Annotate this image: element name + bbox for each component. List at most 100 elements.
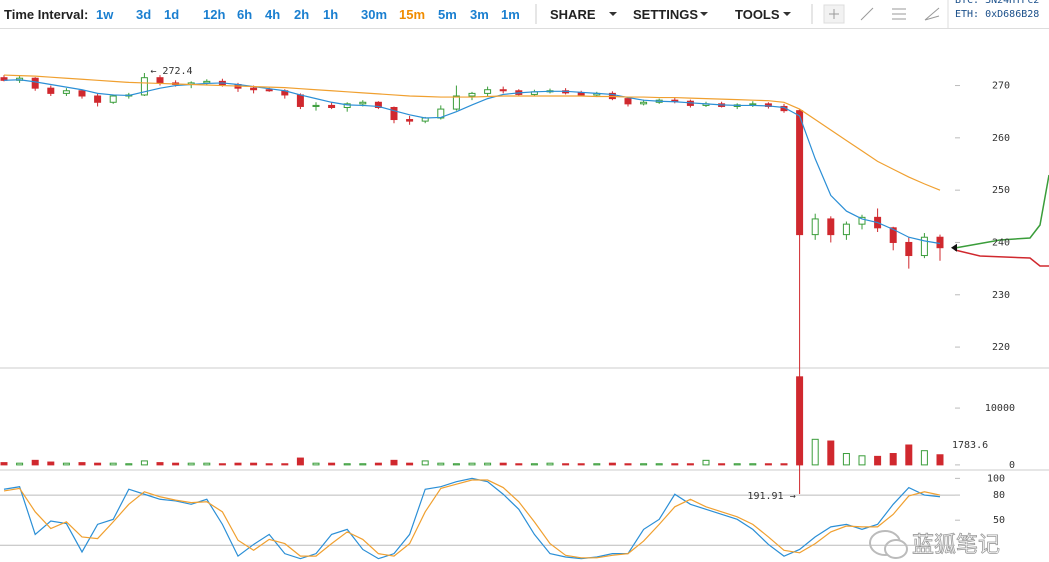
candle-body — [265, 89, 273, 92]
candle-body — [577, 92, 585, 96]
volume-bar — [281, 463, 289, 466]
orderbook-bids — [954, 174, 1049, 249]
y-tick-label: 230 — [992, 290, 1010, 301]
candle-body — [109, 95, 117, 103]
interval-button[interactable]: 1m — [501, 7, 520, 22]
interval-button[interactable]: 3m — [470, 7, 489, 22]
volume-bar — [858, 455, 866, 466]
volume-bar — [577, 463, 585, 466]
candle-body — [250, 87, 258, 91]
volume-bar — [265, 463, 273, 466]
interval-button[interactable]: 1w — [96, 7, 114, 22]
y-tick-label: 240 — [992, 237, 1010, 248]
moving-average — [3, 74, 941, 191]
volume-bar — [172, 462, 180, 466]
y-tick-label: 270 — [992, 81, 1010, 92]
volume-bar — [187, 462, 195, 466]
stoch-line — [3, 477, 941, 560]
volume-bar — [608, 462, 616, 466]
volume-bar — [31, 459, 39, 466]
donation-address: ETH: 0xD686B28 — [955, 9, 1040, 20]
candle-body — [905, 241, 913, 257]
volume-tick-label: 10000 — [985, 403, 1015, 414]
volume-bar — [499, 462, 507, 466]
candle-body — [94, 95, 102, 103]
volume-bar — [234, 462, 242, 466]
candle-body — [920, 236, 928, 257]
orderbook-asks — [954, 249, 1049, 267]
interval-button[interactable]: 5m — [438, 7, 457, 22]
volume-bar — [343, 463, 351, 466]
interval-button[interactable]: 12h — [203, 7, 226, 22]
volume-bar — [47, 461, 55, 466]
volume-bar — [920, 450, 928, 466]
candle-body — [811, 218, 819, 236]
candle-body — [359, 101, 367, 105]
volume-bar — [468, 462, 476, 466]
candle-body — [374, 101, 382, 109]
volume-bar — [437, 462, 445, 466]
candle-body — [406, 119, 414, 122]
y-tick-label: 260 — [992, 133, 1010, 144]
fan-tool[interactable] — [924, 7, 940, 21]
volume-bar — [905, 444, 913, 466]
volume-bar — [452, 463, 460, 466]
volume-bar — [546, 462, 554, 466]
menu-button[interactable]: TOOLS — [735, 7, 780, 22]
volume-bar — [936, 454, 944, 466]
interval-button[interactable]: 30m — [361, 7, 388, 22]
volume-bar — [140, 460, 148, 466]
volume-bar — [796, 376, 804, 466]
candle-body — [140, 77, 148, 96]
candle-body — [296, 94, 304, 107]
volume-bar — [94, 462, 102, 466]
volume-bar — [421, 460, 429, 466]
interval-button[interactable]: 6h — [237, 7, 253, 22]
interval-button[interactable]: 2h — [294, 7, 310, 22]
interval-button[interactable]: 1d — [164, 7, 180, 22]
volume-bar — [374, 462, 382, 466]
volume-bar — [780, 463, 788, 466]
interval-button[interactable]: 4h — [265, 7, 281, 22]
line-tool[interactable] — [860, 7, 874, 21]
volume-bar — [530, 463, 538, 466]
menu-button[interactable]: SETTINGS — [633, 7, 699, 22]
volume-tick-label: 0 — [1009, 460, 1015, 471]
stoch-line — [3, 479, 941, 559]
volume-bar — [671, 463, 679, 466]
crosshair-icon — [829, 9, 839, 19]
fib-tool[interactable] — [892, 8, 906, 20]
volume-bar — [203, 462, 211, 466]
candle-body — [640, 101, 648, 105]
y-tick-label: 250 — [992, 185, 1010, 196]
candle-body — [468, 92, 476, 97]
y-tick-label: 220 — [992, 342, 1010, 353]
volume-bar — [874, 455, 882, 466]
volume-bar — [515, 463, 523, 466]
volume-last-label: 1783.6 — [952, 440, 988, 451]
toolbar: Time Interval: 1w 3d 1d 12h 6h 4h 2h 1h 30m 15m 5m… — [0, 0, 1049, 29]
volume-bar — [562, 463, 570, 466]
volume-bar — [827, 440, 835, 466]
candle-body — [858, 216, 866, 225]
annotation: ← 272.4 — [150, 66, 192, 77]
candle-body — [390, 107, 398, 121]
menu-button[interactable]: SHARE — [550, 7, 596, 22]
volume-bar — [406, 462, 414, 466]
last-price-marker — [951, 243, 957, 252]
volume-bar — [889, 453, 897, 466]
stoch-tick-label: 50 — [993, 515, 1005, 526]
interval-button[interactable]: 1h — [323, 7, 339, 22]
volume-bar — [359, 463, 367, 466]
candle-body — [484, 89, 492, 94]
candle-body — [312, 104, 320, 107]
candle-body — [47, 87, 55, 94]
interval-button[interactable]: 3d — [136, 7, 152, 22]
candle-body — [936, 236, 944, 249]
volume-bar — [250, 462, 258, 466]
volume-bar — [218, 463, 226, 466]
volume-bar — [109, 462, 117, 466]
interval-button[interactable]: 15m — [399, 7, 426, 22]
